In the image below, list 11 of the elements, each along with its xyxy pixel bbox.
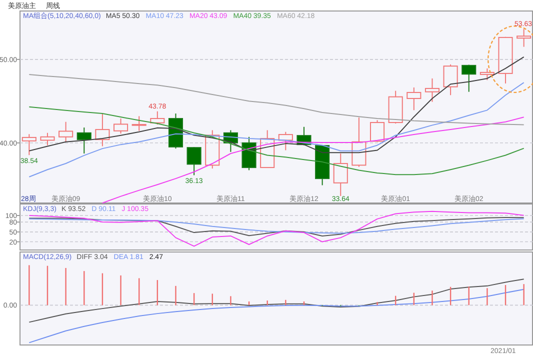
candlestick xyxy=(205,130,220,170)
candlestick xyxy=(22,134,36,156)
candlestick xyxy=(76,127,92,154)
line-series xyxy=(28,56,524,154)
candlestick xyxy=(516,28,532,48)
candlestick xyxy=(333,152,348,196)
candlestick xyxy=(406,86,422,111)
line-series xyxy=(28,74,524,126)
line-series xyxy=(28,210,524,247)
candlestick xyxy=(424,78,440,102)
line-series xyxy=(102,116,524,204)
